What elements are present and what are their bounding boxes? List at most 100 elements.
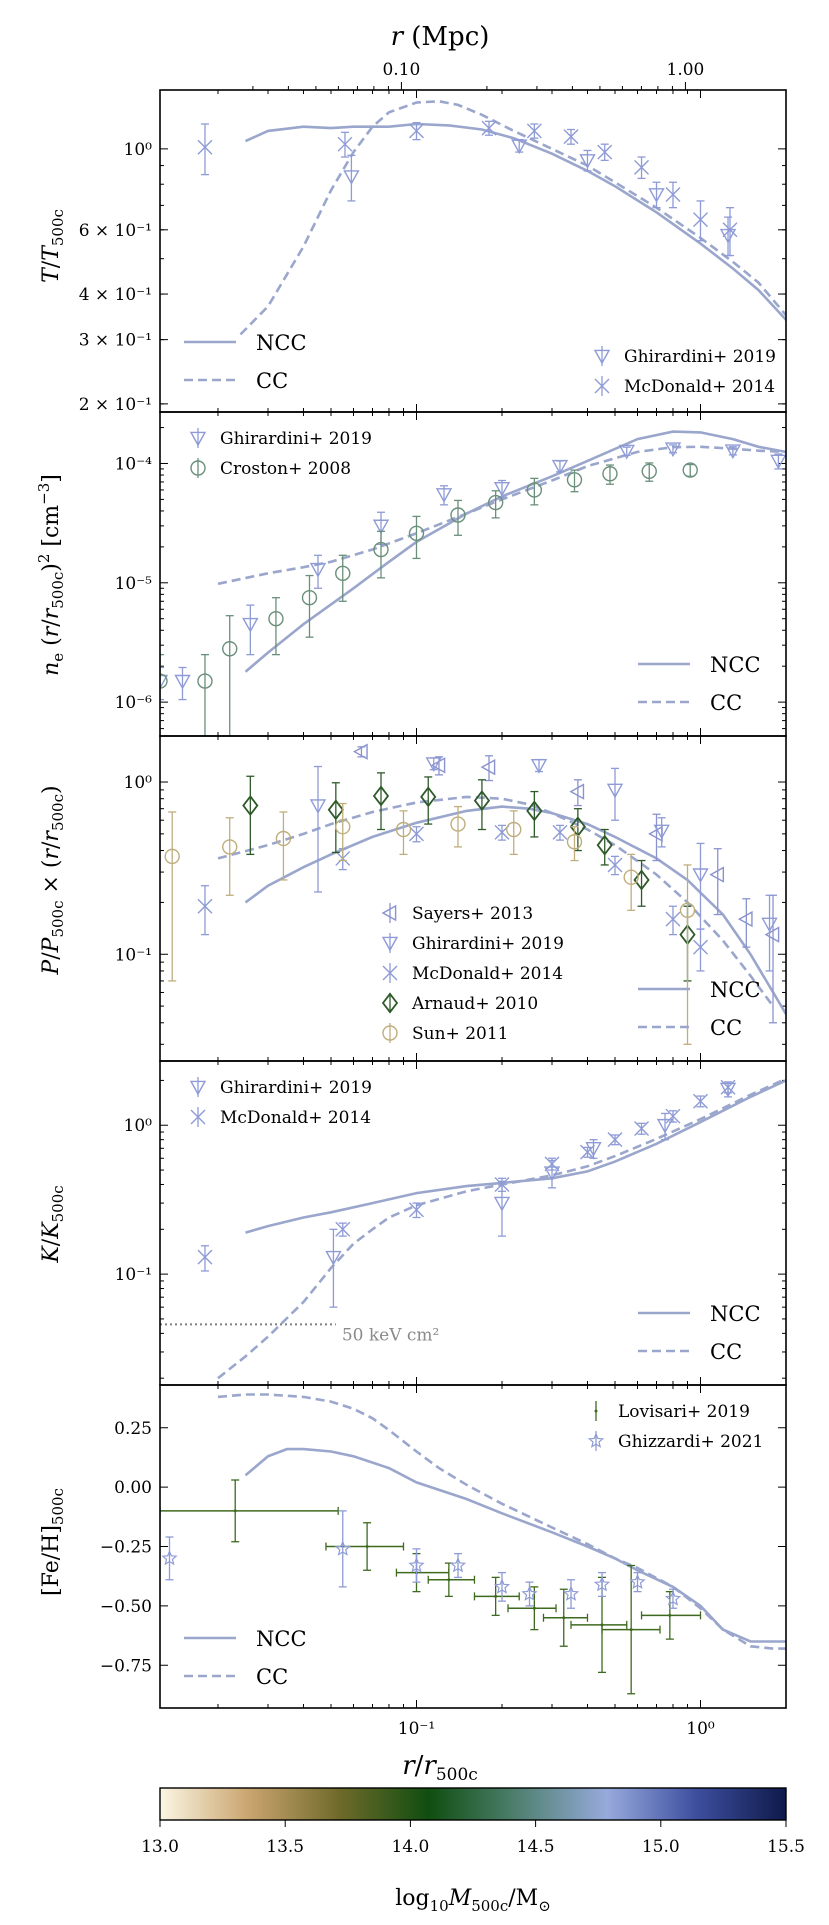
panel-metallicity: 0.25 0.00 −0.25 −0.50 −0.75 10⁻¹ 10⁰ Lovisari+ … xyxy=(100,1384,787,1739)
data-point-croston-2008 xyxy=(301,589,318,606)
data-point-mcdonald-2014 xyxy=(197,1249,213,1265)
data-point-croston-2008 xyxy=(602,466,618,482)
legend-label-ncc: NCC xyxy=(710,978,761,1002)
data-point-ghirardini-2019 xyxy=(692,868,709,884)
legend-upper-right: Lovisari+ 2019 Ghizzardi+ 2021 xyxy=(587,1401,763,1452)
data-point-ghirardini-2019 xyxy=(606,783,624,799)
legend-label-arnaud-2010: Arnaud+ 2010 xyxy=(411,994,538,1014)
y-tick-label: −0.75 xyxy=(100,1656,152,1676)
data-point-sayers-2013 xyxy=(737,910,753,928)
legend-label-ncc: NCC xyxy=(710,1302,761,1326)
colorbar-tick-label: 15.0 xyxy=(642,1837,680,1857)
obs-ghirardini-2019 xyxy=(343,138,737,257)
y-tick-label: −0.50 xyxy=(100,1597,152,1617)
obs-arnaud-2010 xyxy=(242,772,696,982)
data-point-sun-2011 xyxy=(566,834,583,850)
data-point-croston-2008 xyxy=(487,494,504,511)
legend-lower-center: Sayers+ 2013 Ghirardini+ 2019 McDonald+ 20… xyxy=(381,903,564,1044)
panel-frame xyxy=(159,1384,787,1709)
data-point-ghirardini-2019 xyxy=(425,757,442,772)
legend-marker-arnaud-2010 xyxy=(381,992,399,1014)
legend-marker-croston-2008 xyxy=(190,460,206,476)
y-tick-label: 0.00 xyxy=(114,1478,152,1498)
data-point-mcdonald-2014 xyxy=(693,212,708,228)
data-point-mcdonald-2014 xyxy=(665,1108,681,1124)
y-tick-label: 2 × 10⁻¹ xyxy=(79,395,152,415)
data-point-ghirardini-2019 xyxy=(493,1196,511,1212)
data-point-sayers-2013 xyxy=(764,926,780,943)
obs-ghizzardi-2021 xyxy=(161,1510,682,1609)
colorbar xyxy=(159,1787,787,1821)
legend-label-ncc: NCC xyxy=(710,653,761,677)
data-point-arnaud-2010 xyxy=(242,794,259,817)
series-ncc-line xyxy=(244,122,786,321)
data-point-mcdonald-2014 xyxy=(526,123,542,139)
legend-lower-right: NCC CC xyxy=(638,978,761,1040)
legend-label-ghirardini-2019: Ghirardini+ 2019 xyxy=(412,934,564,954)
data-point-ghirardini-2019 xyxy=(242,617,259,633)
data-point-ghizzardi-2021 xyxy=(629,1573,646,1590)
y-tick-label: 3 × 10⁻¹ xyxy=(79,331,152,351)
data-point-arnaud-2010 xyxy=(596,834,613,856)
legend-lower-right: Ghirardini+ 2019 McDonald+ 2014 xyxy=(593,346,776,397)
obs-mcdonald-2014 xyxy=(197,120,738,257)
data-point-ghizzardi-2021 xyxy=(593,1575,611,1592)
series-ncc-line xyxy=(245,1079,786,1234)
x-tick-label: 10⁰ xyxy=(686,1719,715,1739)
legend-label-mcdonald-2014: McDonald+ 2014 xyxy=(624,377,775,397)
plot-area-entropy xyxy=(160,1077,786,1380)
data-point-ghirardini-2019 xyxy=(435,488,453,503)
y-tick-label: 6 × 10⁻¹ xyxy=(79,221,152,241)
data-point-lovisari-2019 xyxy=(365,1545,369,1548)
data-point-mcdonald-2014 xyxy=(634,1121,650,1137)
data-point-mcdonald-2014 xyxy=(481,120,497,136)
data-point-mcdonald-2014 xyxy=(722,222,738,238)
data-point-mcdonald-2014 xyxy=(408,826,424,842)
x-axis-label: r/r500c xyxy=(402,1751,478,1785)
series-cc-line xyxy=(239,99,786,336)
panel-pressure: 10⁻¹ 10⁰ Sayers+ 2013 Ghirardini+ 2019 McDon… xyxy=(115,735,787,1062)
top-tick-label: 0.10 xyxy=(382,60,420,80)
data-point-ghirardini-2019 xyxy=(309,799,327,814)
legend-marker-ghizzardi-2021 xyxy=(587,1432,605,1448)
data-point-ghirardini-2019 xyxy=(551,459,569,475)
data-point-croston-2008 xyxy=(408,525,425,541)
data-point-mcdonald-2014 xyxy=(607,857,623,873)
y-tick-label: 10⁰ xyxy=(124,773,153,793)
obs-lovisari-2019 xyxy=(160,1479,702,1695)
legend-label-cc: CC xyxy=(256,1665,288,1689)
data-point-lovisari-2019 xyxy=(447,1578,451,1582)
data-point-arnaud-2010 xyxy=(327,799,344,821)
data-point-mcdonald-2014 xyxy=(552,824,568,840)
colorbar-tick-label: 15.5 xyxy=(767,1837,805,1857)
data-point-sun-2011 xyxy=(679,902,696,918)
data-point-ghirardini-2019 xyxy=(511,139,528,155)
data-point-arnaud-2010 xyxy=(420,786,437,808)
plot-area-temperature xyxy=(197,99,786,336)
data-point-sun-2011 xyxy=(623,869,639,885)
data-point-mcdonald-2014 xyxy=(665,186,681,202)
series-ncc-line xyxy=(244,1447,786,1643)
data-point-arnaud-2010 xyxy=(526,800,543,822)
floor-line-label: 50 keV cm² xyxy=(342,1325,440,1345)
legend-label-sun-2011: Sun+ 2011 xyxy=(412,1024,508,1044)
data-point-sun-2011 xyxy=(506,821,522,838)
data-point-mcdonald-2014 xyxy=(544,1156,560,1172)
legend-lower-left: NCC CC xyxy=(184,1627,307,1689)
top-tick-label: 1.00 xyxy=(667,60,705,80)
data-point-ghirardini-2019 xyxy=(325,1250,342,1266)
plot-area-metallicity xyxy=(160,1393,786,1695)
data-point-ghizzardi-2021 xyxy=(521,1585,538,1601)
ylabel-density: ne (r/r500c)2 [cm−3] xyxy=(35,474,67,676)
y-tick-label: 10⁰ xyxy=(124,1116,153,1136)
ylabel-entropy: K/K500c xyxy=(39,1185,67,1263)
data-point-croston-2008 xyxy=(160,673,168,689)
data-point-croston-2008 xyxy=(566,472,583,488)
top-axis-label: r (Mpc) xyxy=(391,22,490,52)
data-point-sun-2011 xyxy=(395,821,412,838)
data-point-sayers-2013 xyxy=(709,866,725,883)
legend-label-lovisari-2019: Lovisari+ 2019 xyxy=(618,1402,750,1422)
data-point-mcdonald-2014 xyxy=(337,136,353,152)
colorbar-ticks: 13.0 13.5 14.0 14.5 15.0 15.5 xyxy=(141,1820,805,1857)
legend-marker-mcdonald-2014 xyxy=(190,1109,206,1125)
